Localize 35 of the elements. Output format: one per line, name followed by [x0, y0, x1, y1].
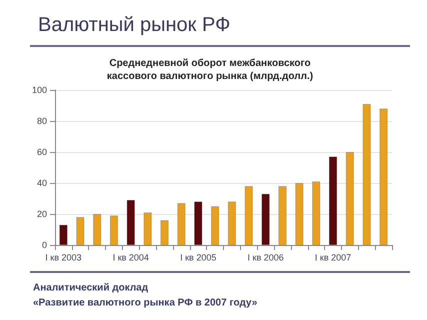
bar [329, 156, 338, 245]
bar [160, 220, 169, 245]
y-tick-label: 60 [36, 147, 47, 157]
bar [346, 152, 354, 245]
x-tick-label: I кв 2007 [314, 252, 352, 262]
bar [278, 186, 286, 245]
bar [126, 200, 135, 245]
bar [228, 202, 236, 245]
x-tick-label: I кв 2003 [45, 252, 82, 262]
bar [76, 217, 84, 245]
bar [194, 202, 202, 245]
bar [262, 194, 270, 245]
bar [59, 224, 68, 245]
x-tick-label: I кв 2004 [112, 252, 149, 262]
x-tick-label: I кв 2006 [248, 252, 284, 262]
chart-title: Валютный рынок РФ [38, 14, 230, 36]
chart-subtitle: Среднедневной оборот межбанковского кассового валютного рынка (млрд.долл.) [106, 58, 314, 82]
y-tick-label: 100 [32, 85, 47, 95]
bar [295, 183, 304, 245]
bar [110, 216, 118, 245]
y-tick-label: 40 [36, 178, 47, 188]
bar [93, 214, 102, 245]
bar [177, 203, 186, 245]
text: Аналитический доклад [33, 282, 149, 294]
bar [312, 181, 320, 245]
x-tick-label: I кв 2005 [180, 252, 216, 262]
text: «Развитие валютного рынка РФ в 2007 году» [33, 298, 258, 308]
y-tick-label: 20 [36, 209, 47, 219]
bar [244, 186, 253, 245]
y-tick-label: 0 [42, 240, 47, 250]
bar [380, 108, 388, 245]
bar [144, 212, 152, 245]
bar [362, 104, 371, 245]
y-tick-label: 80 [36, 116, 47, 126]
bar [211, 206, 220, 245]
